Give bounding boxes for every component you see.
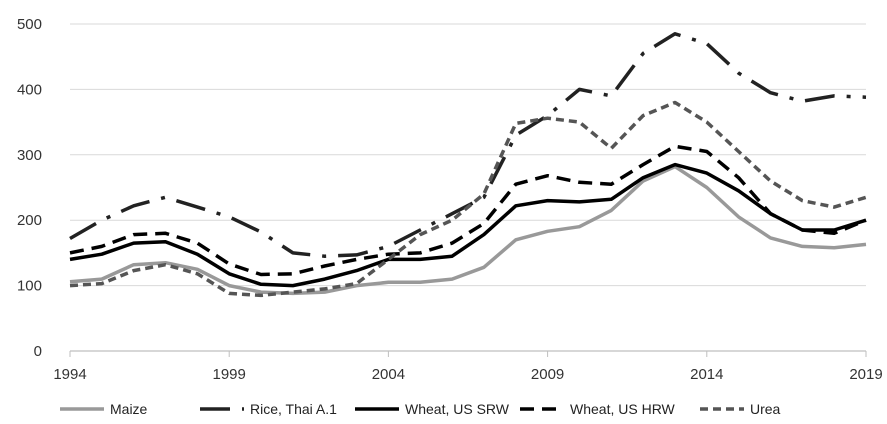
axes: 0 100 200 300 400 500 1994 1999 2004 2009 2014 2019 bbox=[17, 16, 883, 383]
x-tick-label: 2019 bbox=[849, 366, 882, 383]
legend-label: Wheat, US HRW bbox=[570, 401, 676, 417]
series-line-2 bbox=[69, 162, 867, 288]
legend-label: Urea bbox=[750, 401, 781, 417]
y-tick-label: 300 bbox=[17, 147, 42, 164]
y-tick-label: 100 bbox=[17, 278, 42, 295]
x-tick-label: 1999 bbox=[213, 366, 246, 383]
y-tick-label: 400 bbox=[17, 81, 42, 98]
gridlines bbox=[70, 23, 866, 287]
x-tick-label: 1994 bbox=[53, 366, 86, 383]
legend: Maize Rice, Thai A.1 Wheat, US SRW Wheat, U… bbox=[60, 401, 781, 417]
y-tick-label: 200 bbox=[17, 212, 42, 229]
series-line-0 bbox=[69, 164, 867, 296]
legend-label: Wheat, US SRW bbox=[405, 401, 510, 417]
series-line-3 bbox=[69, 144, 867, 277]
y-tick-label: 500 bbox=[17, 16, 42, 33]
x-tick-label: 2004 bbox=[372, 366, 405, 383]
legend-label: Maize bbox=[110, 401, 148, 417]
series-line-4 bbox=[69, 100, 867, 298]
legend-label: Rice, Thai A.1 bbox=[250, 401, 337, 417]
x-tick-label: 2014 bbox=[690, 366, 723, 383]
series-lines bbox=[69, 32, 867, 298]
x-tick-label: 2009 bbox=[531, 366, 564, 383]
y-tick-label: 0 bbox=[34, 343, 42, 360]
